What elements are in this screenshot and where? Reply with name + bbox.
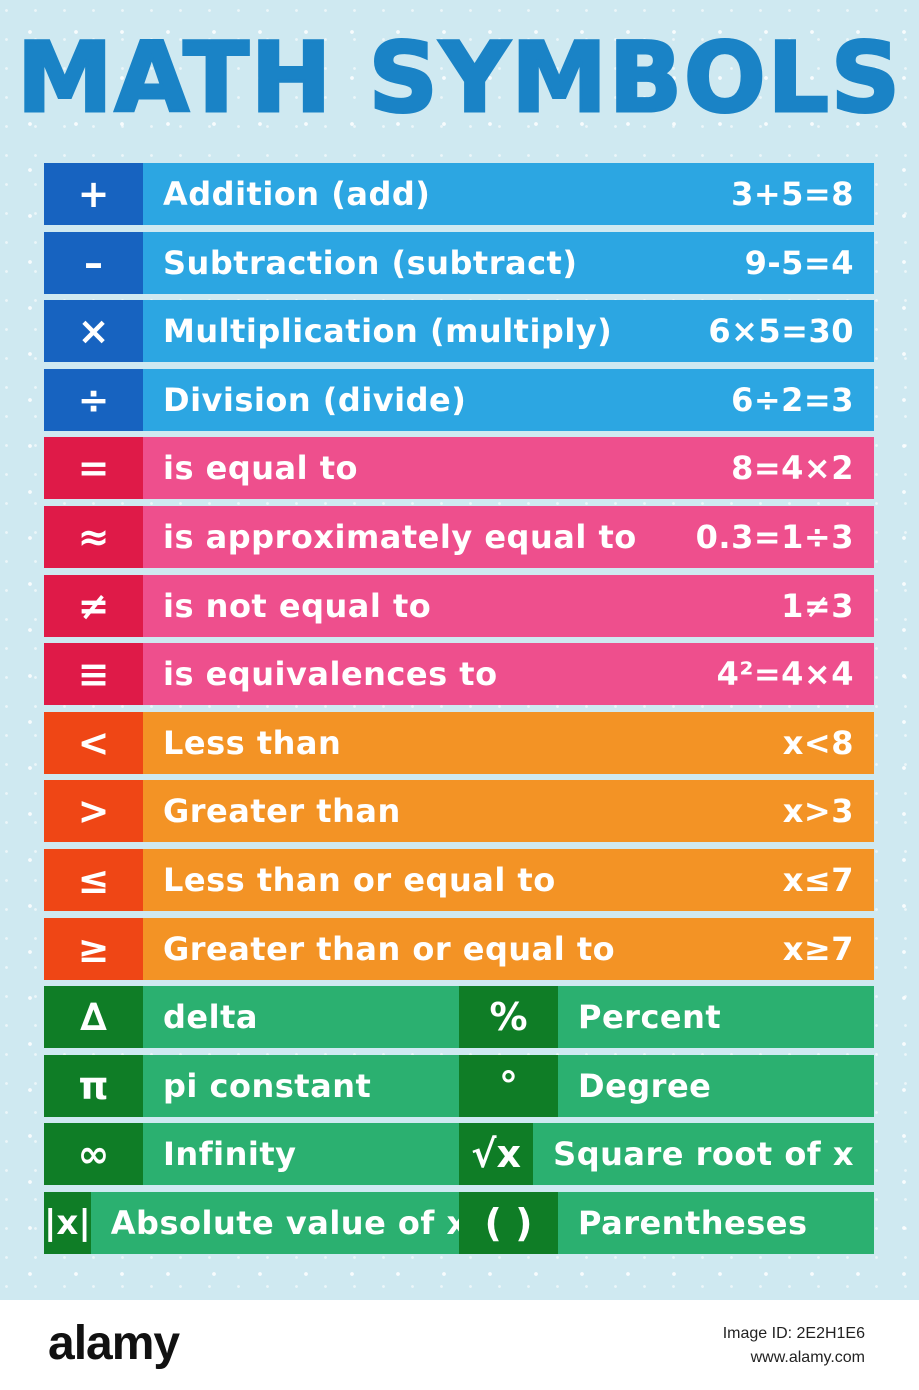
row-symbol: ° [459, 1054, 558, 1117]
footer-bar: alamy Image ID: 2E2H1E6 www.alamy.com [0, 1300, 919, 1390]
row-symbol: = [44, 437, 143, 500]
site-url: www.alamy.com [750, 1349, 865, 1366]
row-example: 8=4×2 [731, 449, 854, 488]
row-name: Less than [163, 723, 342, 762]
row-symbol: ≈ [44, 506, 143, 568]
row-symbol: + [44, 163, 143, 225]
symbol-cell: ∆ delta [44, 986, 459, 1049]
row-name: Subtraction (subtract) [163, 243, 578, 282]
row-symbol: – [44, 231, 143, 294]
row-symbol: ÷ [44, 368, 143, 431]
symbol-cell: π pi constant [44, 1054, 459, 1117]
row-name: pi constant [163, 1066, 372, 1105]
row-example: 1≠3 [781, 586, 854, 625]
symbol-cell: ° Degree [459, 1054, 874, 1117]
symbol-row: ≡ is equivalences to 4²=4×4 [44, 643, 874, 706]
poster-title: MATH SYMBOLS [16, 21, 902, 136]
row-example: 0.3=1÷3 [695, 518, 854, 556]
row-name: Multiplication (multiply) [163, 312, 613, 351]
row-symbol: ≤ [44, 849, 143, 911]
row-example: x≥7 [782, 929, 854, 968]
row-symbol: > [44, 780, 143, 843]
symbol-row: ≈ is approximately equal to 0.3=1÷3 [44, 506, 874, 568]
row-example: x≤7 [782, 861, 854, 899]
symbol-row: ≤ Less than or equal to x≤7 [44, 849, 874, 911]
row-name: Square root of x [553, 1135, 854, 1174]
row-name: Percent [578, 998, 722, 1037]
row-example: 3+5=8 [731, 175, 854, 213]
symbol-row-pair: ∆ delta % Percent [44, 986, 874, 1049]
row-symbol: √x [459, 1123, 534, 1186]
row-symbol: ( ) [459, 1192, 558, 1254]
row-name: Absolute value of x [110, 1204, 468, 1242]
row-name: Parentheses [578, 1204, 808, 1242]
row-symbol: ∞ [44, 1123, 143, 1186]
row-example: 4²=4×4 [716, 655, 854, 694]
row-name: Addition (add) [163, 175, 431, 213]
row-example: x>3 [782, 792, 854, 831]
row-name: is not equal to [163, 586, 432, 625]
symbol-row: = is equal to 8=4×2 [44, 437, 874, 500]
row-example: 6×5=30 [708, 312, 854, 351]
row-name: delta [163, 998, 258, 1037]
symbol-cell: % Percent [459, 986, 874, 1049]
symbol-cell: ∞ Infinity [44, 1123, 459, 1186]
symbol-cell: √x Square root of x [459, 1123, 874, 1186]
row-symbol: π [44, 1054, 143, 1117]
symbol-row: > Greater than x>3 [44, 780, 874, 843]
row-symbol: % [459, 986, 558, 1049]
symbol-row-pair: |x| Absolute value of x ( ) Parentheses [44, 1192, 874, 1254]
image-info: Image ID: 2E2H1E6 www.alamy.com [723, 1324, 865, 1368]
row-name: is approximately equal to [163, 518, 637, 556]
symbol-row: × Multiplication (multiply) 6×5=30 [44, 300, 874, 363]
row-example: x<8 [782, 723, 854, 762]
row-example: 6÷2=3 [731, 380, 854, 419]
row-name: Infinity [163, 1135, 297, 1174]
symbol-row: – Subtraction (subtract) 9-5=4 [44, 231, 874, 294]
row-symbol: ∆ [44, 986, 143, 1049]
math-symbols-poster: MATH SYMBOLS + Addition (add) 3+5=8 – Su… [0, 0, 919, 1300]
image-id: Image ID: 2E2H1E6 [722, 1325, 865, 1342]
symbol-row: ≠ is not equal to 1≠3 [44, 574, 874, 637]
symbol-cell: |x| Absolute value of x [44, 1192, 488, 1254]
symbol-row: ÷ Division (divide) 6÷2=3 [44, 368, 874, 431]
row-symbol: ≠ [44, 574, 143, 637]
row-name: is equivalences to [163, 655, 498, 694]
symbol-row-pair: π pi constant ° Degree [44, 1054, 874, 1117]
symbol-row-pair: ∞ Infinity √x Square root of x [44, 1123, 874, 1186]
symbol-cell: ( ) Parentheses [459, 1192, 874, 1254]
row-name: Greater than or equal to [163, 929, 616, 968]
row-symbol: × [44, 300, 143, 363]
row-name: Greater than [163, 792, 401, 831]
alamy-logo: alamy [48, 1317, 180, 1370]
symbol-row: < Less than x<8 [44, 711, 874, 774]
row-symbol: ≥ [44, 917, 143, 980]
row-name: Less than or equal to [163, 861, 556, 899]
row-name: Division (divide) [163, 380, 467, 419]
row-name: is equal to [163, 449, 359, 488]
row-example: 9-5=4 [744, 243, 854, 282]
row-symbol: |x| [44, 1192, 91, 1254]
row-name: Degree [578, 1066, 712, 1105]
symbol-row: + Addition (add) 3+5=8 [44, 163, 874, 225]
row-symbol: < [44, 711, 143, 774]
symbol-row: ≥ Greater than or equal to x≥7 [44, 917, 874, 980]
row-symbol: ≡ [44, 643, 143, 706]
